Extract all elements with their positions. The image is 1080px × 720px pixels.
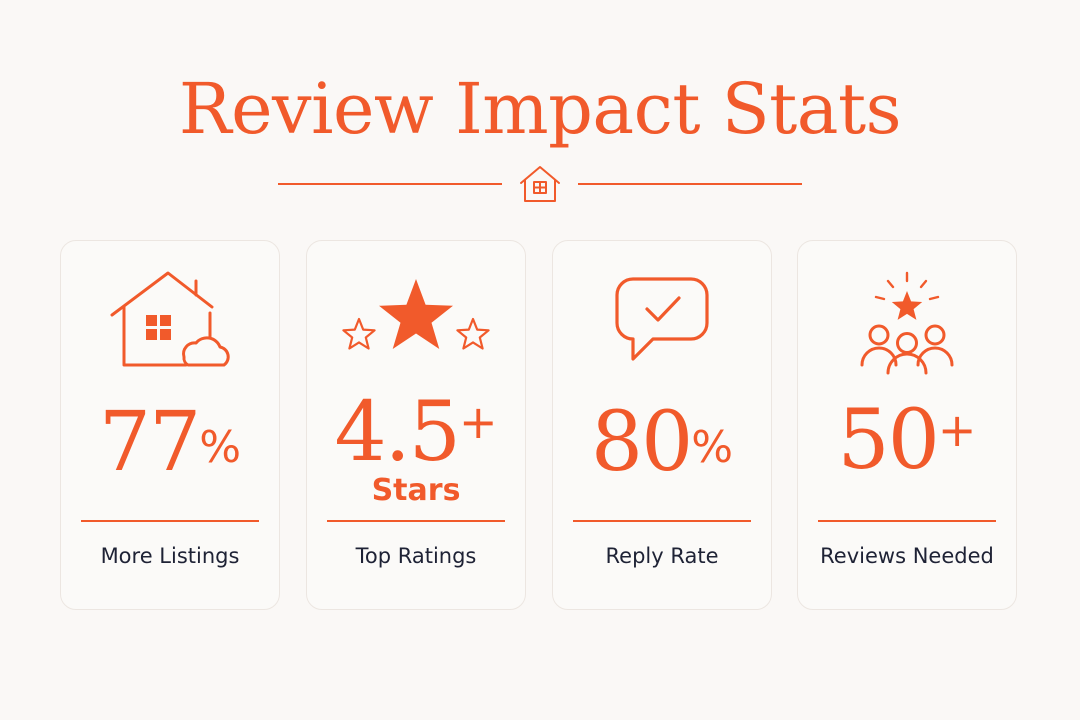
stat-number: 77 (98, 395, 201, 490)
stat-suffix: % (691, 422, 734, 473)
stat-suffix: + (458, 395, 498, 449)
stat-number: 80 (590, 395, 693, 490)
stat-divider (818, 520, 996, 522)
house-with-cloud-icon (110, 271, 230, 367)
stat-card-reviews-needed: 50+ Reviews Needed (797, 240, 1017, 610)
stat-divider (573, 520, 751, 522)
stat-card-more-listings: 77% More Listings (60, 240, 280, 610)
stat-suffix: % (199, 422, 242, 473)
stat-suffix: + (937, 403, 977, 457)
stat-value: 4.5+ (307, 383, 525, 483)
page-title: Review Impact Stats (178, 68, 902, 150)
stat-number: 50 (837, 393, 940, 488)
stat-divider (81, 520, 259, 522)
stat-value: 50+ (798, 391, 1016, 491)
stat-label: Top Ratings (355, 544, 477, 568)
stat-label: Reviews Needed (820, 544, 994, 568)
stat-number: 4.5 (334, 385, 461, 480)
stat-label: More Listings (100, 544, 240, 568)
stat-card-reply-rate: 80% Reply Rate (552, 240, 772, 610)
title-divider-left (278, 183, 502, 185)
stat-card-top-ratings: 4.5+ Stars Top Ratings (306, 240, 526, 610)
stat-subtext: Stars (371, 473, 461, 508)
chat-check-icon (615, 277, 709, 361)
house-icon (520, 166, 560, 202)
stat-value: 77% (61, 393, 279, 493)
people-star-icon (860, 271, 954, 375)
title-divider-right (578, 183, 802, 185)
stat-value: 80% (553, 393, 771, 493)
stars-icon (342, 279, 490, 350)
stat-label: Reply Rate (605, 544, 719, 568)
stat-divider (327, 520, 505, 522)
